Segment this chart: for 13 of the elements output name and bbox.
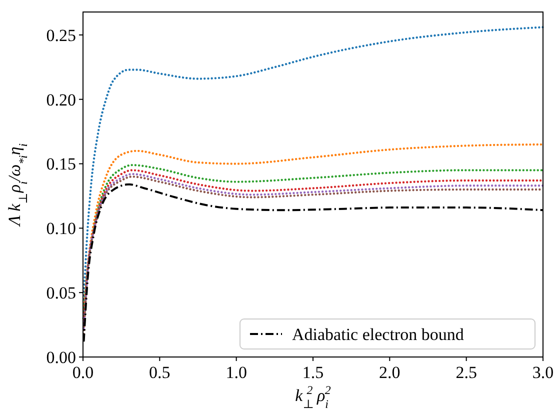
x-tick-label: 2.0: [379, 363, 400, 382]
line-series: [82, 26, 544, 300]
x-tick-label: 3.0: [532, 363, 554, 382]
legend-label: Adiabatic electron bound: [292, 324, 464, 344]
y-tick-label: 0.05: [46, 284, 76, 303]
y-tick-label: 0.20: [46, 90, 76, 110]
x-tick-label: 1.0: [226, 363, 247, 382]
y-tick-label: 0.15: [46, 154, 76, 174]
x-tick-label: 1.5: [302, 363, 324, 382]
y-tick-label: 0.10: [46, 219, 76, 238]
x-tick-label: 2.5: [456, 363, 477, 382]
x-tick-label: 0.5: [149, 363, 170, 382]
y-tick-label: 0.25: [46, 26, 76, 45]
